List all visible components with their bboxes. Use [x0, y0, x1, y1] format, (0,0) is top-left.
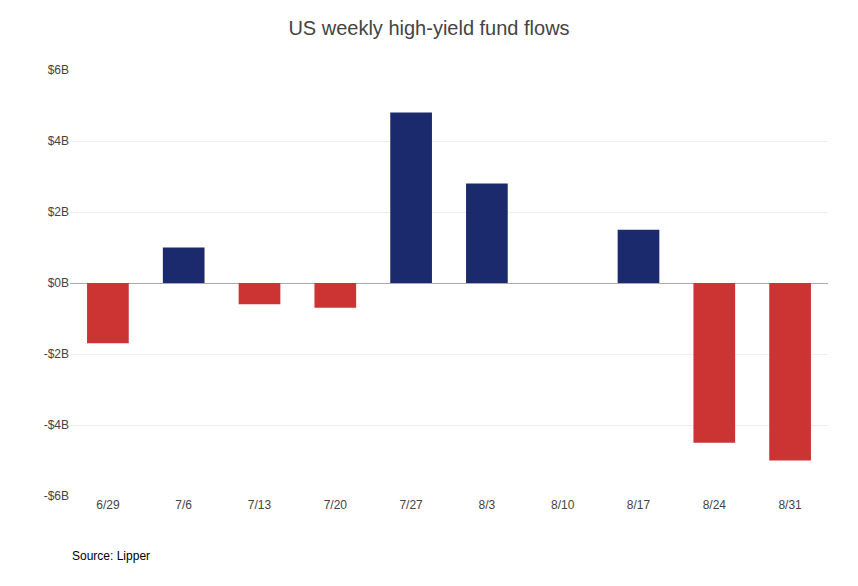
svg-text:6/29: 6/29 [96, 498, 120, 512]
svg-text:$2B: $2B [48, 205, 69, 219]
svg-text:8/24: 8/24 [703, 498, 727, 512]
svg-text:-$4B: -$4B [44, 418, 69, 432]
svg-text:7/27: 7/27 [399, 498, 423, 512]
svg-text:-$6B: -$6B [44, 489, 69, 503]
svg-text:Source: Lipper: Source: Lipper [72, 549, 150, 563]
svg-text:7/20: 7/20 [324, 498, 348, 512]
svg-text:$0B: $0B [48, 276, 69, 290]
svg-text:8/17: 8/17 [627, 498, 651, 512]
svg-text:$6B: $6B [48, 63, 69, 77]
svg-text:7/6: 7/6 [175, 498, 192, 512]
svg-text:-$2B: -$2B [44, 347, 69, 361]
svg-text:8/10: 8/10 [551, 498, 575, 512]
svg-text:US weekly high-yield fund flow: US weekly high-yield fund flows [288, 17, 569, 39]
svg-text:$4B: $4B [48, 134, 69, 148]
svg-text:8/31: 8/31 [778, 498, 802, 512]
svg-text:8/3: 8/3 [479, 498, 496, 512]
svg-text:7/13: 7/13 [248, 498, 272, 512]
